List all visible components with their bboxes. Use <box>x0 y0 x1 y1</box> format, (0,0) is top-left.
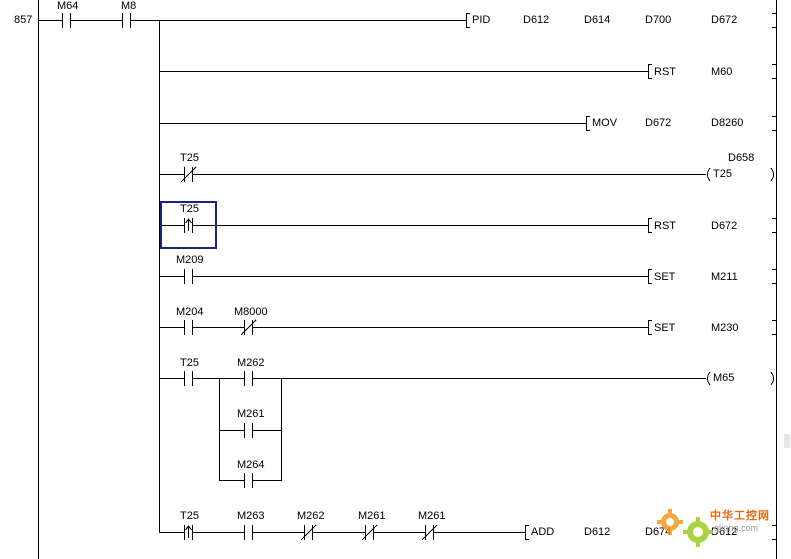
vertical-scrollbar[interactable] <box>780 0 791 559</box>
contact-label: M261 <box>237 408 265 420</box>
contact-label: T25 <box>180 203 199 215</box>
instruction-name: SET <box>654 271 676 283</box>
rung-1[interactable] <box>38 13 776 28</box>
contact-label: T25 <box>180 357 199 369</box>
contact-label: M262 <box>297 510 325 522</box>
operand: D700 <box>645 14 672 26</box>
contact-label: M263 <box>237 510 265 522</box>
operand: D612 <box>711 526 738 538</box>
contact-label: M209 <box>176 254 204 266</box>
operand: D614 <box>584 14 611 26</box>
step-number: 857 <box>14 14 33 26</box>
instruction-name: ADD <box>531 526 555 538</box>
rung-2[interactable] <box>159 64 776 79</box>
contact-label: T25 <box>180 510 199 522</box>
instruction-name: SET <box>654 322 676 334</box>
timer-preset: D658 <box>728 152 755 164</box>
rung-9[interactable] <box>159 524 776 541</box>
contact-label: M204 <box>176 306 204 318</box>
instruction-name: MOV <box>592 117 618 129</box>
watermark-title: 中华工控网 <box>710 509 770 522</box>
operand: D612 <box>584 526 611 538</box>
contact-label: M262 <box>237 357 265 369</box>
operand: D672 <box>711 14 738 26</box>
instruction-name: RST <box>654 66 676 78</box>
operand: D8260 <box>711 117 744 129</box>
contact-label: M261 <box>358 510 386 522</box>
gear-logo-icon <box>657 509 713 547</box>
operand: M230 <box>711 322 739 334</box>
rung-7[interactable] <box>159 319 776 336</box>
coil-label: T25 <box>713 168 732 180</box>
operand: D612 <box>523 14 550 26</box>
watermark-url: gkong.com <box>714 523 759 533</box>
operand: M211 <box>711 271 738 283</box>
contact-label: M64 <box>57 0 79 12</box>
operand: M60 <box>711 66 733 78</box>
operand: D672 <box>711 220 738 232</box>
rung-8[interactable] <box>159 371 774 488</box>
rung-5[interactable] <box>159 218 776 233</box>
rung-6[interactable] <box>159 269 776 284</box>
instruction-name: RST <box>654 220 676 232</box>
contact-label: M261 <box>418 510 446 522</box>
coil-label: M65 <box>713 372 735 384</box>
contact-label: M264 <box>237 459 265 471</box>
instruction-name: PID <box>472 14 491 26</box>
scrollbar-thumb[interactable] <box>784 434 790 448</box>
selection-cursor[interactable] <box>160 201 217 249</box>
contact-label: M8 <box>121 0 137 12</box>
contact-label: M8000 <box>234 306 268 318</box>
operand: D672 <box>645 117 672 129</box>
rung-3[interactable] <box>159 116 776 131</box>
contact-label: T25 <box>180 152 199 164</box>
rung-4[interactable] <box>159 166 774 183</box>
